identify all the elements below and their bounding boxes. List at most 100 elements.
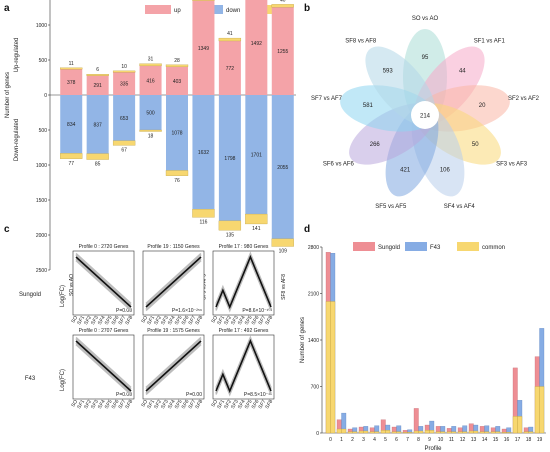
- profile-x-tick-label: SF6: [111, 399, 121, 410]
- panel-d-x-tick-label: 12: [460, 437, 466, 443]
- row-label-sungold: Sungold: [19, 292, 41, 298]
- bar-common: [534, 386, 540, 434]
- bar-up: [166, 66, 188, 95]
- bar-common: [374, 431, 380, 434]
- profile-x-tick-label: SF2: [223, 399, 233, 410]
- profile-x-tick-label: SF7: [258, 315, 268, 326]
- profile-x-tick-label: SF1: [146, 399, 156, 410]
- bar-up-tfs-value: 10: [121, 64, 127, 70]
- bar-common: [325, 301, 331, 434]
- panel-letter-d: d: [304, 224, 310, 235]
- profile-x-tick-label: SF8: [194, 399, 204, 410]
- panel-d-x-tick-label: 14: [482, 437, 488, 443]
- bar-common: [484, 431, 490, 434]
- panel-d-x-tick-label: 8: [417, 437, 420, 443]
- bar-up-tfs: [192, 0, 215, 1]
- venn-center-circle: [411, 101, 439, 129]
- profile-gene-trace: [145, 259, 202, 312]
- panel-letter-c: c: [4, 224, 10, 235]
- bar-down: [245, 95, 268, 215]
- profile-x-tick-label: SO: [210, 399, 219, 408]
- bar-common: [336, 428, 342, 434]
- bar-down-tfs: [271, 238, 294, 247]
- bar-up-tfs-value: 28: [174, 58, 180, 64]
- profile-x-tick-label: SO: [70, 399, 79, 408]
- bar-up: [192, 0, 215, 96]
- panel-d-x-tick-label: 9: [428, 437, 431, 443]
- profile-plot-frame: [212, 334, 275, 400]
- panel-d-xlabel: Profile: [424, 446, 442, 452]
- venn-petal-label: SF1 vs AF1: [474, 39, 506, 45]
- bar-down-tfs: [139, 129, 162, 132]
- bar-common: [440, 431, 446, 434]
- bar-up-tfs-value: 41: [227, 31, 233, 37]
- profile-x-tick-label: SF4: [167, 399, 177, 410]
- bar-down-tfs-value: 135: [226, 232, 235, 238]
- legend-swatch-sungold: [353, 242, 375, 251]
- venn-petal-value: 44: [459, 69, 466, 75]
- profile-x-tick-label: SF3: [230, 399, 240, 410]
- bar-down-value: 1078: [171, 131, 182, 137]
- profile-x-tick-label: SF4: [167, 315, 177, 326]
- profile-x-tick-label: SF8: [264, 315, 274, 326]
- profile-gene-trace: [145, 338, 202, 390]
- profile-x-tick-label: SF6: [111, 315, 121, 326]
- panel-d-ylabel: Number of genes: [300, 317, 306, 363]
- bar-common: [396, 431, 402, 434]
- bar-up-value: 416: [146, 78, 155, 84]
- profile-x-tick-label: SF5: [174, 399, 184, 410]
- bar-up-tfs: [139, 63, 162, 67]
- bar-down-value: 2055: [277, 165, 288, 171]
- panel-a-ytick-label: 500: [39, 58, 48, 64]
- profile-gene-trace: [75, 259, 132, 312]
- panel-a-ytick-label: 1500: [36, 198, 47, 204]
- bar-common: [501, 432, 507, 434]
- bar-common: [462, 431, 468, 434]
- legend-swatch-f43: [405, 242, 427, 251]
- bar-down-tfs-value: 85: [95, 162, 101, 168]
- profile-mean-line: [145, 340, 202, 392]
- bar-common: [506, 432, 512, 434]
- bar-down-tfs: [60, 153, 83, 159]
- profile-gene-trace: [75, 338, 132, 390]
- bar-up-tfs-value: 11: [69, 61, 74, 67]
- panel-a-bar-chart: Number of genes Up-regulated Down-regula…: [5, 0, 296, 300]
- bar-common: [457, 431, 463, 434]
- panel-d-x-tick-label: 2: [351, 437, 354, 443]
- profile-plot-title: Profile 19 : 1150 Genes: [147, 244, 200, 250]
- profile-gene-trace: [145, 343, 202, 396]
- profile-x-tick-label: SF2: [223, 315, 233, 326]
- panel-a-down-label: Down-regulated: [14, 119, 20, 161]
- bar-up-tfs: [271, 4, 294, 8]
- profile-x-tick-label: SF1: [146, 315, 156, 326]
- panel-d-ytick-label: 700: [311, 385, 320, 391]
- venn-petal-value: 593: [383, 69, 394, 75]
- panel-a-ytick-label: 1000: [36, 163, 47, 169]
- bar-common: [407, 432, 413, 434]
- panel-a-category-label: SF5 vs AF5: [201, 274, 207, 300]
- profile-x-tick-label: SF5: [104, 315, 114, 326]
- venn-petal-value: 106: [440, 168, 451, 174]
- profile-x-tick-label: SF2: [153, 399, 163, 410]
- bar-up-tfs-value: 40: [280, 0, 286, 3]
- bar-common: [539, 386, 545, 434]
- profile-x-tick-label: SF1: [216, 399, 226, 410]
- bar-up: [86, 74, 109, 95]
- profile-x-tick-label: SF4: [237, 315, 247, 326]
- profile-gene-trace: [75, 343, 132, 396]
- bar-common: [369, 431, 375, 434]
- venn-petal-label: SF4 vs AF4: [444, 204, 476, 210]
- venn-petal-value: 50: [472, 142, 479, 148]
- bar-down-tfs: [192, 209, 215, 218]
- bar-down-tfs: [218, 220, 242, 231]
- panel-a-ytick-label: 1000: [36, 23, 47, 29]
- profile-plot-pvalue: P=8.5×10⁻¹⁵: [244, 392, 272, 398]
- profile-x-tick-label: SF1: [76, 315, 86, 326]
- panel-letter-b: b: [304, 3, 310, 14]
- bar-down: [60, 95, 83, 154]
- panel-c-profiles: Sungold F43 Log(FC) Log(FC) Profile 0 : …: [19, 244, 274, 410]
- bar-common: [341, 428, 347, 434]
- profile-x-tick-label: SF7: [188, 315, 198, 326]
- venn-center-value: 214: [420, 114, 431, 120]
- bar-common: [468, 430, 474, 434]
